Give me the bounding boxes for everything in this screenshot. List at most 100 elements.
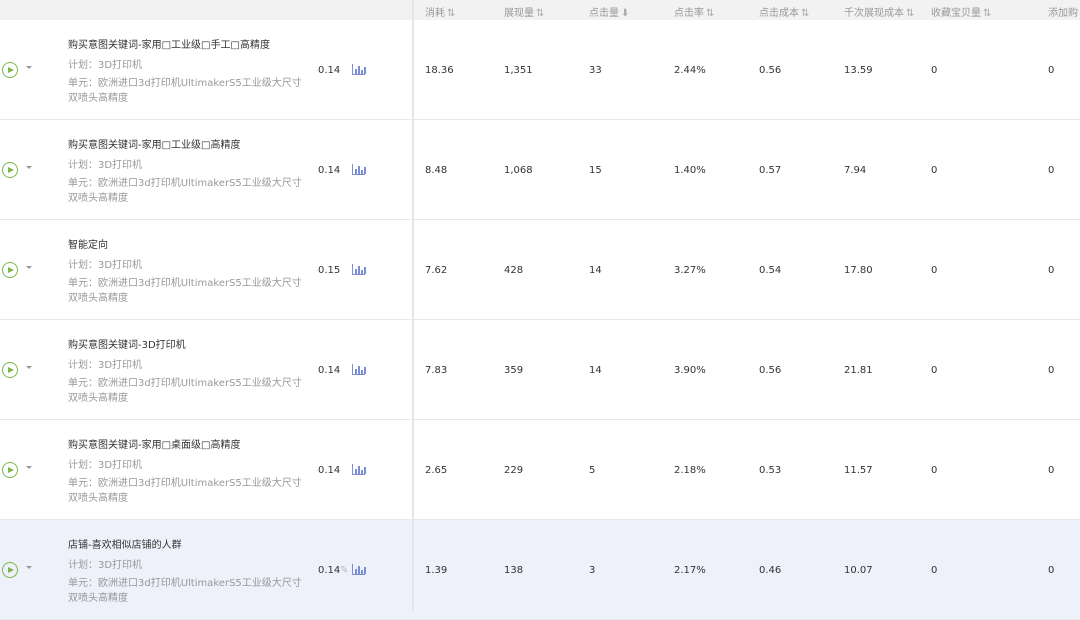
table-row: 智能定向 计划：3D打印机 单元：欧洲进口3d打印机UltimakerS5工业级… [0, 220, 1080, 320]
metric-cell: 8.48 [425, 165, 448, 176]
metric-cell: 0 [931, 365, 938, 376]
row-unit: 单元：欧洲进口3d打印机UltimakerS5工业级大尺寸 [68, 78, 302, 89]
sort-icon[interactable]: ⇅ [906, 8, 915, 19]
sort-icon[interactable]: ⇅ [801, 8, 810, 19]
column-header[interactable]: 千次展现成本 ⇅ [844, 4, 914, 19]
metric-cell: 14 [589, 365, 602, 376]
column-header[interactable]: 添加购 [1048, 4, 1080, 19]
row-unit: 单元：欧洲进口3d打印机UltimakerS5工业级大尺寸 [68, 378, 302, 389]
trend-chart-icon[interactable] [352, 264, 366, 275]
metric-cell: 1.39 [425, 565, 448, 576]
play-status-icon[interactable] [2, 562, 18, 578]
play-status-icon[interactable] [2, 362, 18, 378]
metric-cell: 3.90% [674, 365, 706, 376]
metric-cell: 14 [589, 265, 602, 276]
row-unit-cont: 双喷头高精度 [68, 493, 128, 504]
row-plan: 计划：3D打印机 [68, 360, 143, 371]
play-status-icon[interactable] [2, 462, 18, 478]
trend-chart-icon[interactable] [352, 64, 366, 75]
table-row: 购买意图关键词-3D打印机 计划：3D打印机 单元：欧洲进口3d打印机Ultim… [0, 320, 1080, 420]
row-unit-cont: 双喷头高精度 [68, 393, 128, 404]
metric-cell: 0 [931, 265, 938, 276]
metric-cell: 7.62 [425, 265, 448, 276]
metric-cell: 7.94 [844, 165, 867, 176]
metric-cell: 5 [589, 465, 596, 476]
metric-cell: 3.27% [674, 265, 706, 276]
metric-cell: 0 [1048, 265, 1055, 276]
row-unit: 单元：欧洲进口3d打印机UltimakerS5工业级大尺寸 [68, 578, 302, 589]
row-title[interactable]: 购买意图关键词-家用□工业级□手工□高精度 [68, 40, 270, 51]
column-label: 收藏宝贝量 [931, 8, 981, 19]
bid-price: 0.14 [318, 65, 341, 76]
bid-price: 0.14 [318, 165, 341, 176]
metric-cell: 2.17% [674, 565, 706, 576]
trend-chart-icon[interactable] [352, 364, 366, 375]
play-status-icon[interactable] [2, 62, 18, 78]
sort-icon[interactable]: ⇅ [536, 8, 545, 19]
metric-cell: 0 [1048, 65, 1055, 76]
metric-cell: 11.57 [844, 465, 873, 476]
metric-cell: 1.40% [674, 165, 706, 176]
bid-price: 0.15 [318, 265, 341, 276]
row-title[interactable]: 智能定向 [68, 240, 108, 251]
metric-cell: 138 [504, 565, 524, 576]
sort-icon[interactable]: ⬇ [621, 8, 630, 19]
chevron-down-icon[interactable] [26, 166, 32, 169]
table-row: 购买意图关键词-家用□工业级□手工□高精度 计划：3D打印机 单元：欧洲进口3d… [0, 20, 1080, 120]
row-plan: 计划：3D打印机 [68, 260, 143, 271]
metric-cell: 18.36 [425, 65, 454, 76]
metric-cell: 0.54 [759, 265, 782, 276]
chevron-down-icon[interactable] [26, 366, 32, 369]
column-header[interactable]: 消耗 ⇅ [425, 4, 455, 19]
sort-icon[interactable]: ⇅ [983, 8, 992, 19]
metric-cell: 3 [589, 565, 596, 576]
row-title[interactable]: 购买意图关键词-3D打印机 [68, 340, 186, 351]
bid-price: 0.14 [318, 465, 341, 476]
trend-chart-icon[interactable] [352, 564, 366, 575]
chevron-down-icon[interactable] [26, 266, 32, 269]
bid-price: 0.14 [318, 565, 341, 576]
table-row: 购买意图关键词-家用□工业级□高精度 计划：3D打印机 单元：欧洲进口3d打印机… [0, 120, 1080, 220]
sort-icon[interactable]: ⇅ [447, 8, 456, 19]
row-unit-cont: 双喷头高精度 [68, 93, 128, 104]
sort-icon[interactable]: ⇅ [706, 8, 715, 19]
column-label: 消耗 [425, 8, 445, 19]
trend-chart-icon[interactable] [352, 464, 366, 475]
metric-cell: 0.56 [759, 365, 782, 376]
metric-cell: 0.56 [759, 65, 782, 76]
column-label: 展现量 [504, 8, 534, 19]
metric-cell: 33 [589, 65, 602, 76]
row-title[interactable]: 购买意图关键词-家用□桌面级□高精度 [68, 440, 241, 451]
edit-pencil-icon[interactable]: ✎ [340, 565, 349, 576]
frozen-column-divider [412, 0, 414, 611]
chevron-down-icon[interactable] [26, 466, 32, 469]
chevron-down-icon[interactable] [26, 66, 32, 69]
column-header[interactable]: 展现量 ⇅ [504, 4, 544, 19]
bid-price: 0.14 [318, 365, 341, 376]
column-header[interactable]: 点击成本 ⇅ [759, 4, 809, 19]
metric-cell: 0 [1048, 365, 1055, 376]
play-status-icon[interactable] [2, 262, 18, 278]
metric-cell: 2.18% [674, 465, 706, 476]
row-title[interactable]: 购买意图关键词-家用□工业级□高精度 [68, 140, 241, 151]
play-status-icon[interactable] [2, 162, 18, 178]
column-header[interactable]: 点击量 ⬇ [589, 4, 629, 19]
column-label: 添加购 [1048, 8, 1078, 19]
metric-cell: 15 [589, 165, 602, 176]
row-unit: 单元：欧洲进口3d打印机UltimakerS5工业级大尺寸 [68, 478, 302, 489]
column-label: 点击率 [674, 8, 704, 19]
trend-chart-icon[interactable] [352, 164, 366, 175]
column-header[interactable]: 收藏宝贝量 ⇅ [931, 4, 991, 19]
row-plan: 计划：3D打印机 [68, 160, 143, 171]
chevron-down-icon[interactable] [26, 566, 32, 569]
metric-cell: 1,351 [504, 65, 533, 76]
column-label: 点击成本 [759, 8, 799, 19]
metric-cell: 0.57 [759, 165, 782, 176]
row-plan: 计划：3D打印机 [68, 460, 143, 471]
row-unit-cont: 双喷头高精度 [68, 193, 128, 204]
column-header[interactable]: 点击率 ⇅ [674, 4, 714, 19]
row-plan: 计划：3D打印机 [68, 560, 143, 571]
metric-cell: 2.44% [674, 65, 706, 76]
row-unit: 单元：欧洲进口3d打印机UltimakerS5工业级大尺寸 [68, 178, 302, 189]
row-title[interactable]: 店铺-喜欢相似店铺的人群 [68, 540, 182, 551]
